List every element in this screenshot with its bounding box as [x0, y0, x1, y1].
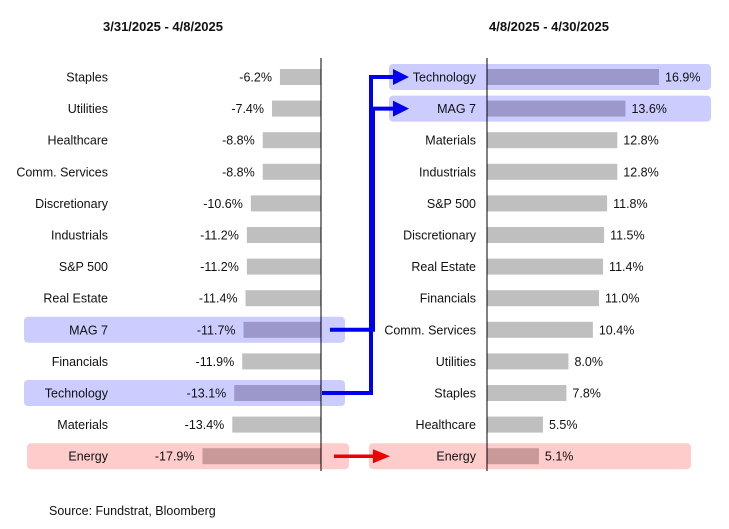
left-value-label-industrials: -11.2% — [200, 229, 239, 243]
left-bar-energy — [202, 448, 321, 465]
right-value-label-technology: 16.9% — [665, 71, 700, 85]
right-bar-comm-services — [487, 321, 593, 338]
right-category-label-industrials: Industrials — [419, 165, 476, 179]
left-value-label-discretionary: -10.6% — [203, 197, 243, 211]
right-category-label-staples: Staples — [434, 387, 476, 401]
left-bar-technology — [234, 385, 321, 401]
right-bar-industrials — [487, 163, 618, 180]
text-layer: 3/31/2025 - 4/8/2025 Staples -6.2% Utilitie… — [16, 19, 700, 464]
arrow-technology-head — [393, 69, 409, 85]
right-bar-energy — [487, 448, 539, 465]
arrow-technology-connector — [322, 75, 393, 395]
right-category-label-s-p-500: S&P 500 — [427, 197, 476, 211]
left-bar-mag-7 — [243, 321, 321, 338]
right-value-label-mag-7: 13.6% — [631, 102, 666, 116]
right-bar-staples — [487, 385, 567, 401]
left-bar-discretionary — [250, 195, 321, 212]
right-value-label-materials: 12.8% — [623, 134, 658, 148]
right-bar-mag-7 — [487, 100, 626, 117]
right-value-label-healthcare: 5.5% — [549, 418, 578, 432]
left-category-label-energy: Energy — [68, 450, 108, 464]
left-bar-comm-services — [262, 163, 321, 180]
left-category-label-mag-7: MAG 7 — [69, 323, 108, 337]
left-value-label-technology: -13.1% — [187, 387, 227, 401]
left-bar-financials — [242, 353, 321, 370]
right-category-label-comm-services: Comm. Services — [384, 323, 476, 337]
right-value-label-real-estate: 11.4% — [609, 260, 644, 274]
right-value-label-industrials: 12.8% — [623, 165, 658, 179]
left-category-label-materials: Materials — [57, 418, 108, 432]
axes-layer — [320, 58, 488, 471]
right-bar-s-p-500 — [487, 195, 608, 212]
left-value-label-utilities: -7.4% — [231, 102, 264, 116]
arrow-energy-head — [373, 449, 390, 464]
arrow-mag7-head — [393, 100, 409, 117]
right-bar-real-estate — [487, 258, 604, 275]
left-category-label-technology: Technology — [45, 387, 109, 401]
left-category-label-comm-services: Comm. Services — [16, 165, 108, 179]
right-category-label-materials: Materials — [425, 134, 476, 148]
left-category-label-utilities: Utilities — [68, 102, 108, 116]
left-category-label-staples: Staples — [66, 71, 108, 85]
source-note: Source: Fundstrat, Bloomberg — [49, 504, 216, 518]
arrows-layer — [322, 69, 409, 464]
right-category-label-mag-7: MAG 7 — [437, 102, 476, 116]
right-bar-technology — [487, 69, 660, 85]
right-category-label-discretionary: Discretionary — [403, 229, 477, 243]
left-bar-industrials — [246, 227, 321, 243]
left-category-label-real-estate: Real Estate — [43, 292, 108, 306]
right-category-label-real-estate: Real Estate — [411, 260, 476, 274]
left-bar-staples — [279, 69, 321, 85]
left-value-label-staples: -6.2% — [239, 71, 272, 85]
right-value-label-staples: 7.8% — [572, 387, 601, 401]
right-value-label-comm-services: 10.4% — [599, 323, 634, 337]
right-value-label-utilities: 8.0% — [574, 355, 603, 369]
right-bar-discretionary — [487, 227, 605, 243]
right-value-label-discretionary: 11.5% — [610, 229, 645, 243]
left-category-label-industrials: Industrials — [51, 229, 108, 243]
right-category-label-technology: Technology — [413, 71, 477, 85]
left-value-label-materials: -13.4% — [185, 418, 225, 432]
left-value-label-financials: -11.9% — [196, 355, 235, 369]
left-value-label-real-estate: -11.4% — [199, 292, 238, 306]
left-category-label-financials: Financials — [52, 355, 108, 369]
left-value-label-comm-services: -8.8% — [222, 165, 255, 179]
right-bar-utilities — [487, 353, 569, 370]
left-value-label-mag-7: -11.7% — [197, 323, 236, 337]
left-value-label-s-p-500: -11.2% — [200, 260, 239, 274]
highlight-boxes-layer — [24, 64, 711, 470]
left-value-label-energy: -17.9% — [155, 450, 195, 464]
right-category-label-healthcare: Healthcare — [416, 418, 476, 432]
right-value-label-energy: 5.1% — [545, 450, 574, 464]
left-category-label-healthcare: Healthcare — [48, 134, 108, 148]
right-category-label-financials: Financials — [420, 292, 476, 306]
left-category-label-discretionary: Discretionary — [35, 197, 109, 211]
left-category-label-s-p-500: S&P 500 — [59, 260, 108, 274]
left-value-label-healthcare: -8.8% — [222, 134, 255, 148]
right-panel-title: 4/8/2025 - 4/30/2025 — [489, 19, 609, 34]
right-value-label-financials: 11.0% — [605, 292, 640, 306]
left-bar-materials — [232, 416, 321, 433]
left-bar-healthcare — [262, 132, 321, 149]
right-bar-materials — [487, 132, 618, 149]
right-category-label-utilities: Utilities — [436, 355, 476, 369]
arrow-mag7-connector — [330, 106, 393, 332]
left-bar-utilities — [272, 100, 321, 117]
right-value-label-s-p-500: 11.8% — [613, 197, 648, 211]
right-bar-financials — [487, 290, 599, 307]
left-bar-s-p-500 — [246, 258, 321, 275]
bars-layer — [202, 69, 660, 465]
right-bar-healthcare — [487, 416, 543, 433]
left-bar-real-estate — [245, 290, 321, 307]
left-panel-title: 3/31/2025 - 4/8/2025 — [103, 19, 223, 34]
right-category-label-energy: Energy — [436, 450, 476, 464]
